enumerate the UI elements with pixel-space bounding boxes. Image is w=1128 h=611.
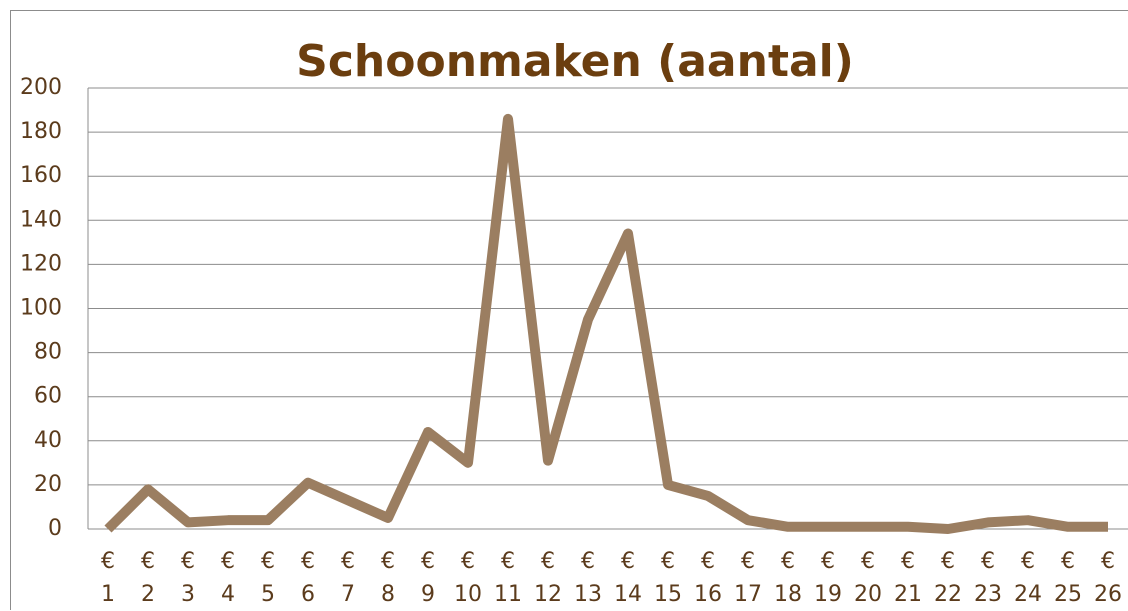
x-tick-label: € 19: [811, 545, 845, 611]
x-tick-label: € 5: [251, 545, 285, 611]
x-tick-label: € 15: [651, 545, 685, 611]
y-tick-label: 140: [20, 207, 62, 232]
line: [108, 119, 1108, 529]
x-tick-label: € 10: [451, 545, 485, 611]
x-tick-label: € 26: [1091, 545, 1125, 611]
y-tick-label: 40: [34, 428, 62, 453]
x-tick-label: € 14: [611, 545, 645, 611]
y-tick-label: 0: [48, 516, 62, 541]
chart-title: Schoonmaken (aantal): [296, 36, 854, 87]
x-tick-label: € 20: [851, 545, 885, 611]
y-tick-label: 180: [20, 119, 62, 144]
x-tick-label: € 6: [291, 545, 325, 611]
y-tick-label: 100: [20, 296, 62, 321]
x-tick-label: € 3: [171, 545, 205, 611]
x-tick-label: € 21: [891, 545, 925, 611]
y-tick-label: 60: [34, 384, 62, 409]
x-tick-label: € 9: [411, 545, 445, 611]
x-tick-label: € 2: [131, 545, 165, 611]
x-tick-label: € 23: [971, 545, 1005, 611]
x-tick-label: € 13: [571, 545, 605, 611]
x-tick-label: € 24: [1011, 545, 1045, 611]
y-tick-label: 160: [20, 163, 62, 188]
x-tick-label: € 18: [771, 545, 805, 611]
y-tick-label: 120: [20, 251, 62, 276]
x-tick-label: € 11: [491, 545, 525, 611]
x-tick-label: € 8: [371, 545, 405, 611]
x-tick-label: € 1: [91, 545, 125, 611]
y-tick-label: 80: [34, 340, 62, 365]
x-tick-label: € 22: [931, 545, 965, 611]
x-tick-label: € 12: [531, 545, 565, 611]
y-tick-label: 20: [34, 472, 62, 497]
x-tick-label: € 7: [331, 545, 365, 611]
x-tick-label: € 25: [1051, 545, 1085, 611]
x-tick-label: € 17: [731, 545, 765, 611]
x-tick-label: € 16: [691, 545, 725, 611]
x-tick-label: € 4: [211, 545, 245, 611]
y-tick-label: 200: [20, 75, 62, 100]
